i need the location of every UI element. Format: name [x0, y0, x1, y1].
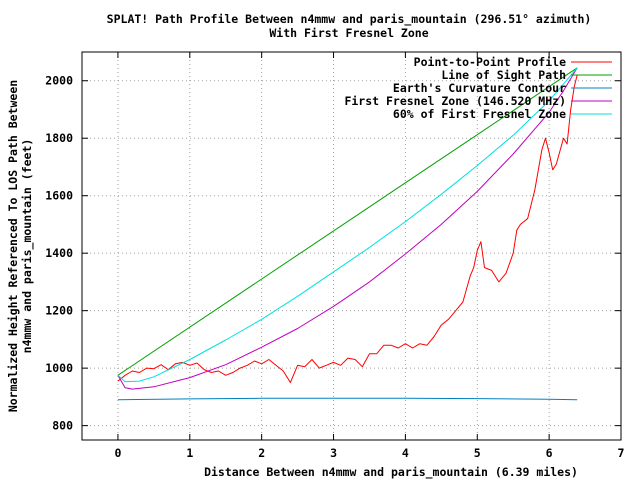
series — [117, 67, 578, 401]
series-line-point-to-point-profile — [117, 74, 578, 383]
legend-label-first-fresnel-zone-146-520-mhz: First Fresnel Zone (146.520 MHz) — [344, 94, 566, 108]
chart-title-line-1: SPLAT! Path Profile Between n4mmw and pa… — [107, 12, 592, 27]
x-tick-label: 5 — [474, 446, 481, 460]
series-line-earth-s-curvature-contour — [117, 397, 578, 401]
legend-label-60-of-first-fresnel-zone: 60% of First Fresnel Zone — [393, 107, 566, 121]
x-tick-label: 3 — [330, 446, 337, 460]
y-tick-label: 800 — [52, 419, 73, 433]
legend-label-earth-s-curvature-contour: Earth's Curvature Contour — [393, 81, 566, 95]
legend-label-point-to-point-profile: Point-to-Point Profile — [414, 55, 566, 69]
y-axis-label-line-2: n4mmw and paris_mountain (feet) — [20, 139, 35, 354]
series-line-first-fresnel-zone-146-520-mhz — [117, 67, 578, 390]
plot-frame — [81, 51, 622, 441]
x-tick-label: 2 — [258, 446, 265, 460]
x-tick-label: 1 — [186, 446, 193, 460]
x-axis-label: Distance Between n4mmw and paris_mountai… — [204, 465, 578, 480]
series-line-line-of-sight-path — [117, 67, 578, 376]
series-line-60-of-first-fresnel-zone — [117, 67, 578, 383]
legend-label-line-of-sight-path: Line of Sight Path — [441, 68, 566, 82]
y-tick-label: 1200 — [45, 304, 73, 318]
y-tick-label: 2000 — [45, 74, 73, 88]
y-tick-label: 1000 — [45, 361, 73, 375]
x-tick-label: 6 — [546, 446, 553, 460]
y-tick-label: 1800 — [45, 131, 73, 145]
y-tick-label: 1600 — [45, 189, 73, 203]
y-tick-label: 1400 — [45, 246, 73, 260]
x-tick-label: 7 — [618, 446, 625, 460]
x-tick-label: 4 — [402, 446, 409, 460]
y-axis-label-line-1: Normalized Height Referenced To LOS Path… — [6, 80, 20, 412]
chart-title-line-2: With First Fresnel Zone — [269, 26, 428, 40]
x-tick-label: 0 — [114, 446, 121, 460]
